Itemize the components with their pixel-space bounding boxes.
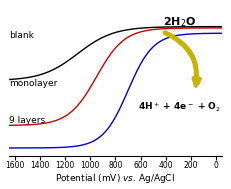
Text: 9 layers: 9 layers: [9, 116, 45, 125]
Text: 2H$_2$O: 2H$_2$O: [162, 15, 195, 29]
FancyArrowPatch shape: [164, 33, 199, 84]
Text: blank: blank: [9, 31, 34, 40]
Text: 4H$^+$ + 4e$^-$ + O$_2$: 4H$^+$ + 4e$^-$ + O$_2$: [137, 101, 220, 114]
Text: monolayer: monolayer: [9, 79, 57, 88]
FancyArrowPatch shape: [164, 33, 198, 86]
X-axis label: Potential (mV) $\it{vs}$. Ag/AgCl: Potential (mV) $\it{vs}$. Ag/AgCl: [55, 172, 175, 185]
